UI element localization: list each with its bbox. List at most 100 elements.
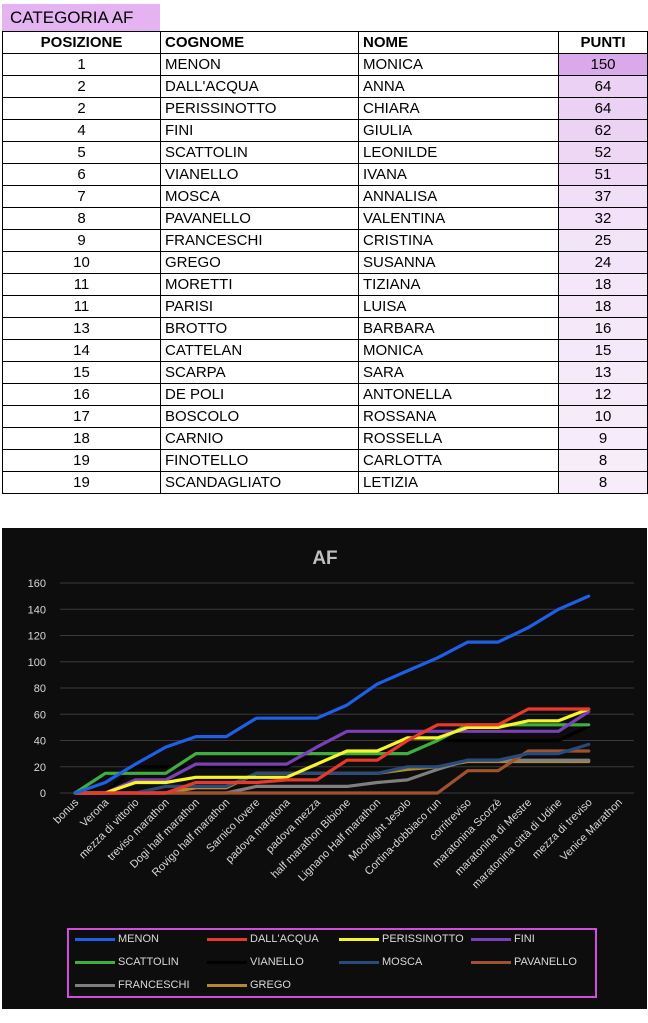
chart-legend: MENON DALL'ACQUA PERISSINOTTO FINI SCATTOLIN… (67, 928, 597, 998)
cell-punti: 18 (558, 295, 648, 318)
legend-swatch (471, 937, 511, 941)
legend-label: FINI (514, 933, 535, 945)
cell-posizione: 15 (2, 361, 161, 384)
cell-nome: MONICA (358, 339, 559, 362)
legend-item: FINI (471, 933, 535, 945)
cell-cognome: DE POLI (160, 383, 359, 406)
legend-item: FRANCESCHI (75, 979, 190, 991)
cell-nome: MONICA (358, 53, 559, 76)
cell-punti: 18 (558, 273, 648, 296)
cell-punti: 8 (558, 449, 648, 472)
cell-nome: ANNA (358, 75, 559, 98)
legend-item: PERISSINOTTO (339, 933, 464, 945)
legend-label: VIANELLO (250, 956, 304, 968)
table-row: 5 SCATTOLIN LEONILDE 52 (2, 141, 648, 164)
cell-posizione: 6 (2, 163, 161, 186)
legend-label: SCATTOLIN (118, 956, 179, 968)
cell-cognome: PAVANELLO (160, 207, 359, 230)
cell-posizione: 11 (2, 295, 161, 318)
line-chart: AF020406080100120140160bonusVeronamezza … (28, 548, 634, 891)
header-punti: PUNTI (558, 31, 648, 54)
cell-posizione: 10 (2, 251, 161, 274)
legend-label: GREGO (250, 979, 291, 991)
legend-swatch (339, 960, 379, 964)
cell-nome: BARBARA (358, 317, 559, 340)
y-tick-label: 80 (34, 683, 46, 695)
y-tick-label: 140 (28, 604, 46, 616)
cell-punti: 37 (558, 185, 648, 208)
cell-posizione: 2 (2, 75, 161, 98)
cell-nome: ROSSELLA (358, 427, 559, 450)
cell-posizione: 14 (2, 339, 161, 362)
legend-label: DALL'ACQUA (250, 933, 319, 945)
cell-posizione: 4 (2, 119, 161, 142)
cell-posizione: 16 (2, 383, 161, 406)
legend-swatch (471, 960, 511, 964)
header-nome: NOME (358, 31, 559, 54)
cell-punti: 150 (558, 53, 648, 76)
series-line-fini (73, 710, 591, 795)
cell-nome: IVANA (358, 163, 559, 186)
cell-posizione: 2 (2, 97, 161, 120)
legend-label: FRANCESCHI (118, 979, 190, 991)
cell-posizione: 8 (2, 207, 161, 230)
table-row: 9 FRANCESCHI CRISTINA 25 (2, 229, 648, 252)
cell-nome: GIULIA (358, 119, 559, 142)
ranking-table: POSIZIONE COGNOME NOME PUNTI 1 MENON MONIC… (2, 31, 648, 494)
table-row: 6 VIANELLO IVANA 51 (2, 163, 648, 186)
cell-cognome: BOSCOLO (160, 405, 359, 428)
legend-item: DALL'ACQUA (207, 933, 319, 945)
series-line-perissinotto (73, 707, 591, 795)
cell-posizione: 19 (2, 471, 161, 494)
cell-nome: CARLOTTA (358, 449, 559, 472)
cell-nome: ANNALISA (358, 185, 559, 208)
legend-item: PAVANELLO (471, 956, 577, 968)
cell-nome: ANTONELLA (358, 383, 559, 406)
cell-cognome: PARISI (160, 295, 359, 318)
y-tick-label: 40 (34, 736, 46, 748)
cell-cognome: MENON (160, 53, 359, 76)
legend-swatch (339, 937, 379, 941)
legend-swatch (207, 983, 247, 987)
table-row: 7 MOSCA ANNALISA 37 (2, 185, 648, 208)
cell-punti: 10 (558, 405, 648, 428)
cell-nome: LETIZIA (358, 471, 559, 494)
y-tick-label: 160 (28, 578, 46, 590)
series-line-menon (73, 594, 591, 795)
table-row: 10 GREGO SUSANNA 24 (2, 251, 648, 274)
cell-nome: SUSANNA (358, 251, 559, 274)
legend-label: PAVANELLO (514, 956, 577, 968)
cell-cognome: PERISSINOTTO (160, 97, 359, 120)
cell-punti: 62 (558, 119, 648, 142)
legend-item: VIANELLO (207, 956, 304, 968)
series-line-mosca (73, 742, 591, 795)
cell-nome: CRISTINA (358, 229, 559, 252)
cell-posizione: 17 (2, 405, 161, 428)
cell-posizione: 13 (2, 317, 161, 340)
cell-punti: 64 (558, 97, 648, 120)
cell-cognome: SCANDAGLIATO (160, 471, 359, 494)
header-cognome: COGNOME (160, 31, 359, 54)
table-row: 14 CATTELAN MONICA 15 (2, 339, 648, 362)
cell-nome: VALENTINA (358, 207, 559, 230)
table-row: 11 PARISI LUISA 18 (2, 295, 648, 318)
x-tick-label: bonus (52, 796, 82, 826)
cell-posizione: 1 (2, 53, 161, 76)
cell-punti: 51 (558, 163, 648, 186)
legend-swatch (75, 983, 115, 987)
cell-punti: 15 (558, 339, 648, 362)
table-row: 19 SCANDAGLIATO LETIZIA 8 (2, 471, 648, 494)
table-row: 13 BROTTO BARBARA 16 (2, 317, 648, 340)
cell-cognome: FRANCESCHI (160, 229, 359, 252)
cell-cognome: MOSCA (160, 185, 359, 208)
table-row: 15 SCARPA SARA 13 (2, 361, 648, 384)
legend-item: MENON (75, 933, 159, 945)
cell-cognome: SCATTOLIN (160, 141, 359, 164)
table-row: 17 BOSCOLO ROSSANA 10 (2, 405, 648, 428)
category-title: CATEGORIA AF (2, 4, 160, 31)
chart-area: AF 0 20 40 60 80 100 120 140 160 bonus Verona mezza … (2, 528, 647, 1009)
table-row: 2 PERISSINOTTO CHIARA 64 (2, 97, 648, 120)
cell-cognome: GREGO (160, 251, 359, 274)
y-tick-label: 0 (40, 788, 46, 800)
cell-nome: LEONILDE (358, 141, 559, 164)
